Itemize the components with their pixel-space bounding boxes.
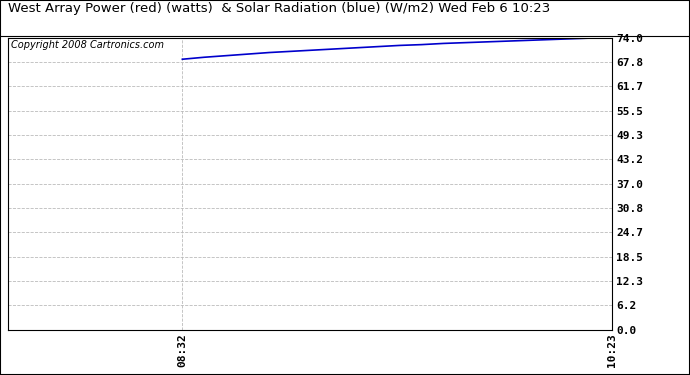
Text: Copyright 2008 Cartronics.com: Copyright 2008 Cartronics.com (11, 40, 164, 50)
Text: West Array Power (red) (watts)  & Solar Radiation (blue) (W/m2) Wed Feb 6 10:23: West Array Power (red) (watts) & Solar R… (8, 2, 551, 15)
